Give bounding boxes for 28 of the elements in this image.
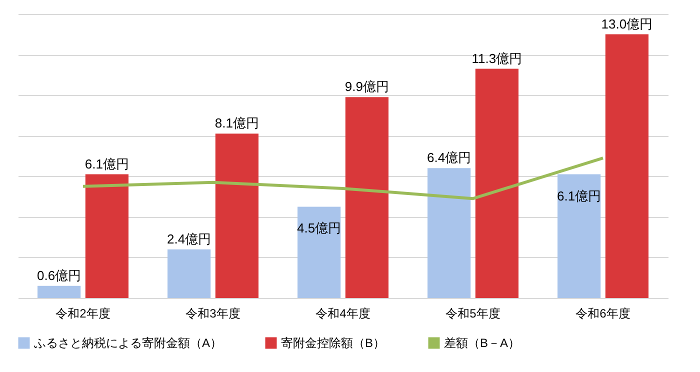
data-label: 4.5億円	[297, 220, 342, 236]
data-label: 13.0億円	[601, 16, 653, 32]
legend-label: 寄附金控除額（B）	[281, 336, 386, 350]
data-label: 8.1億円	[214, 116, 259, 131]
data-label: 11.3億円	[472, 50, 522, 66]
data-label: 6.4億円	[427, 150, 472, 166]
bar	[85, 174, 128, 298]
bar	[215, 134, 258, 298]
legend-label: 差額（B－A）	[444, 336, 520, 350]
x-tick-label: 令和5年度	[446, 306, 500, 320]
legend-label: ふるさと納税による寄附金額（A）	[33, 336, 222, 350]
data-label: 6.1億円	[84, 156, 129, 172]
x-tick-label: 令和6年度	[576, 306, 630, 320]
bar	[428, 168, 471, 298]
bar	[558, 174, 601, 298]
x-tick-label: 令和2年度	[56, 306, 110, 320]
x-tick-label: 令和3年度	[186, 306, 240, 320]
bar	[168, 249, 211, 298]
bar	[298, 206, 341, 298]
data-label: 2.4億円	[167, 231, 212, 246]
x-tick-label: 令和4年度	[316, 306, 370, 320]
bar	[475, 68, 518, 298]
bar	[38, 286, 81, 298]
data-label: 6.1億円	[557, 188, 602, 204]
data-label: 0.6億円	[37, 268, 82, 283]
data-label: 9.9億円	[344, 79, 389, 94]
bar	[345, 97, 388, 298]
bar	[605, 34, 648, 298]
